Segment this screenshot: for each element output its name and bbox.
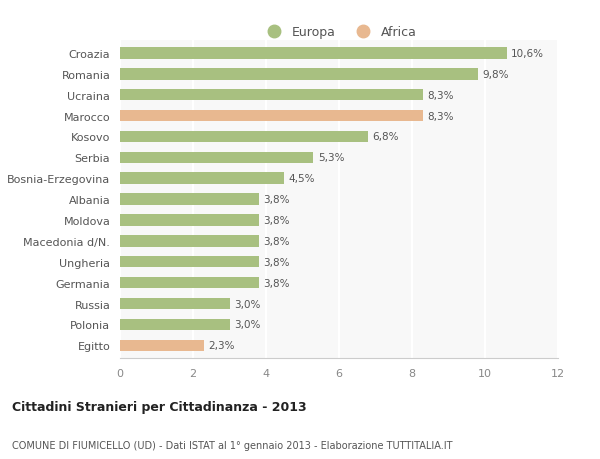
Bar <box>120 48 507 60</box>
Bar <box>120 69 478 80</box>
Text: 3,8%: 3,8% <box>263 195 290 205</box>
Text: 5,3%: 5,3% <box>318 153 344 163</box>
Bar <box>120 257 259 268</box>
Bar <box>120 215 259 226</box>
Bar <box>120 152 313 164</box>
Bar <box>120 90 423 101</box>
Text: 9,8%: 9,8% <box>482 70 509 80</box>
Text: 6,8%: 6,8% <box>373 132 399 142</box>
Bar <box>120 131 368 143</box>
Text: 3,0%: 3,0% <box>234 319 260 330</box>
Text: 10,6%: 10,6% <box>511 49 544 59</box>
Text: 3,8%: 3,8% <box>263 236 290 246</box>
Text: COMUNE DI FIUMICELLO (UD) - Dati ISTAT al 1° gennaio 2013 - Elaborazione TUTTITA: COMUNE DI FIUMICELLO (UD) - Dati ISTAT a… <box>12 440 452 450</box>
Text: 3,0%: 3,0% <box>234 299 260 309</box>
Text: 4,5%: 4,5% <box>289 174 315 184</box>
Bar <box>120 340 204 351</box>
Text: 3,8%: 3,8% <box>263 278 290 288</box>
Bar <box>120 277 259 289</box>
Text: Cittadini Stranieri per Cittadinanza - 2013: Cittadini Stranieri per Cittadinanza - 2… <box>12 400 307 413</box>
Text: 3,8%: 3,8% <box>263 216 290 225</box>
Text: 2,3%: 2,3% <box>208 341 235 351</box>
Text: 8,3%: 8,3% <box>427 90 454 101</box>
Bar <box>120 319 229 330</box>
Text: 3,8%: 3,8% <box>263 257 290 267</box>
Bar <box>120 194 259 205</box>
Bar <box>120 298 229 309</box>
Bar <box>120 173 284 185</box>
Bar <box>120 235 259 247</box>
Bar <box>120 111 423 122</box>
Text: 8,3%: 8,3% <box>427 112 454 121</box>
Legend: Europa, Africa: Europa, Africa <box>258 22 420 43</box>
